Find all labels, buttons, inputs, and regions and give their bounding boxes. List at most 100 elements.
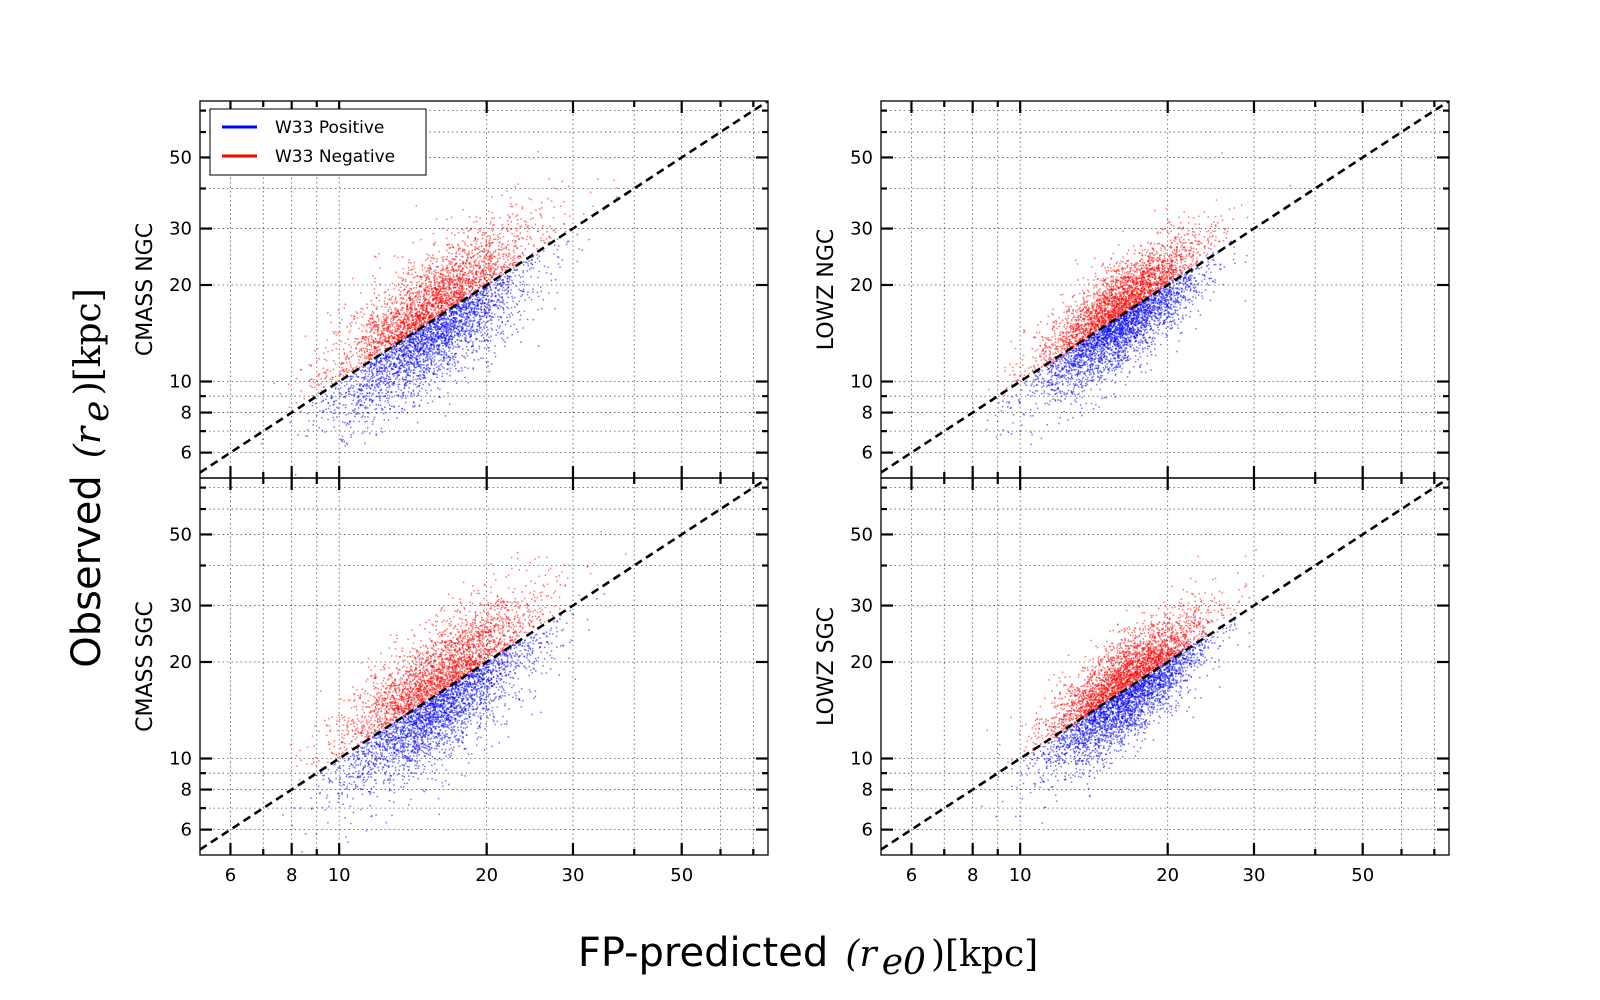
point-positive [445,321,447,324]
point-negative [397,312,400,314]
point-positive [434,381,436,384]
point-positive [422,346,425,348]
point-negative [410,322,413,324]
point-negative [471,287,474,289]
point-negative [375,297,378,299]
point-negative [450,216,453,219]
point-positive [386,382,388,385]
point-negative [401,309,403,312]
point-negative [456,273,458,275]
point-positive [431,341,433,343]
point-positive [467,325,469,328]
point-negative [434,316,437,318]
point-negative [343,307,346,309]
point-negative [430,268,432,271]
point-negative [371,327,373,330]
point-positive [416,386,418,388]
point-positive [376,359,378,362]
point-positive [392,368,395,371]
point-positive [438,327,440,329]
point-positive [557,256,560,259]
point-positive [358,395,360,398]
point-positive [488,308,490,311]
point-negative [399,293,402,296]
point-negative [482,271,485,273]
point-negative [490,276,492,279]
point-positive [438,367,440,370]
point-negative [497,238,499,241]
point-negative [409,320,412,322]
point-positive [530,298,533,301]
point-negative [327,350,329,353]
point-positive [514,275,517,277]
point-negative [485,270,487,272]
point-negative [459,263,462,265]
point-negative [539,208,541,210]
point-positive [367,385,369,387]
point-positive [458,309,460,312]
point-negative [409,323,411,325]
point-positive [463,306,466,309]
point-negative [444,258,447,261]
point-negative [512,264,514,266]
point-positive [391,348,393,350]
point-negative [527,243,530,245]
point-positive [480,306,482,309]
point-positive [399,368,401,370]
point-positive [436,320,438,322]
point-positive [366,407,369,409]
point-positive [426,355,429,358]
point-negative [542,233,544,236]
point-negative [492,242,494,244]
point-negative [387,310,389,313]
point-positive [499,332,502,335]
point-positive [450,325,453,328]
point-negative [438,308,440,310]
point-negative [387,289,389,291]
point-negative [317,347,319,350]
point-negative [421,285,423,288]
point-negative [489,266,492,269]
point-negative [482,264,485,267]
point-positive [490,295,493,298]
point-negative [458,280,461,282]
point-negative [440,276,443,278]
point-positive [363,370,365,372]
point-negative [506,190,508,192]
point-negative [382,342,384,344]
point-positive [443,317,445,320]
point-negative [446,292,449,294]
point-positive [502,279,504,281]
point-positive [483,304,486,307]
point-negative [406,323,409,326]
point-positive [476,292,479,295]
point-positive [413,343,416,345]
point-negative [448,281,450,283]
point-positive [428,327,430,329]
point-positive [492,316,495,319]
point-positive [341,382,343,384]
point-positive [347,390,350,393]
point-negative [392,336,394,339]
point-negative [398,337,400,339]
point-negative [423,322,425,324]
point-positive [438,351,441,354]
point-positive [395,348,397,351]
point-positive [502,307,505,310]
point-negative [475,278,478,280]
point-negative [451,280,454,282]
point-negative [496,261,499,263]
point-negative [439,290,441,292]
point-positive [357,388,360,390]
point-negative [513,245,515,248]
point-negative [540,216,543,219]
point-positive [421,377,424,379]
point-positive [393,352,395,355]
point-positive [468,311,471,314]
point-positive [537,345,540,347]
point-negative [561,180,563,183]
point-negative [464,280,467,282]
point-positive [415,383,417,386]
point-negative [481,284,484,287]
point-positive [484,294,486,296]
